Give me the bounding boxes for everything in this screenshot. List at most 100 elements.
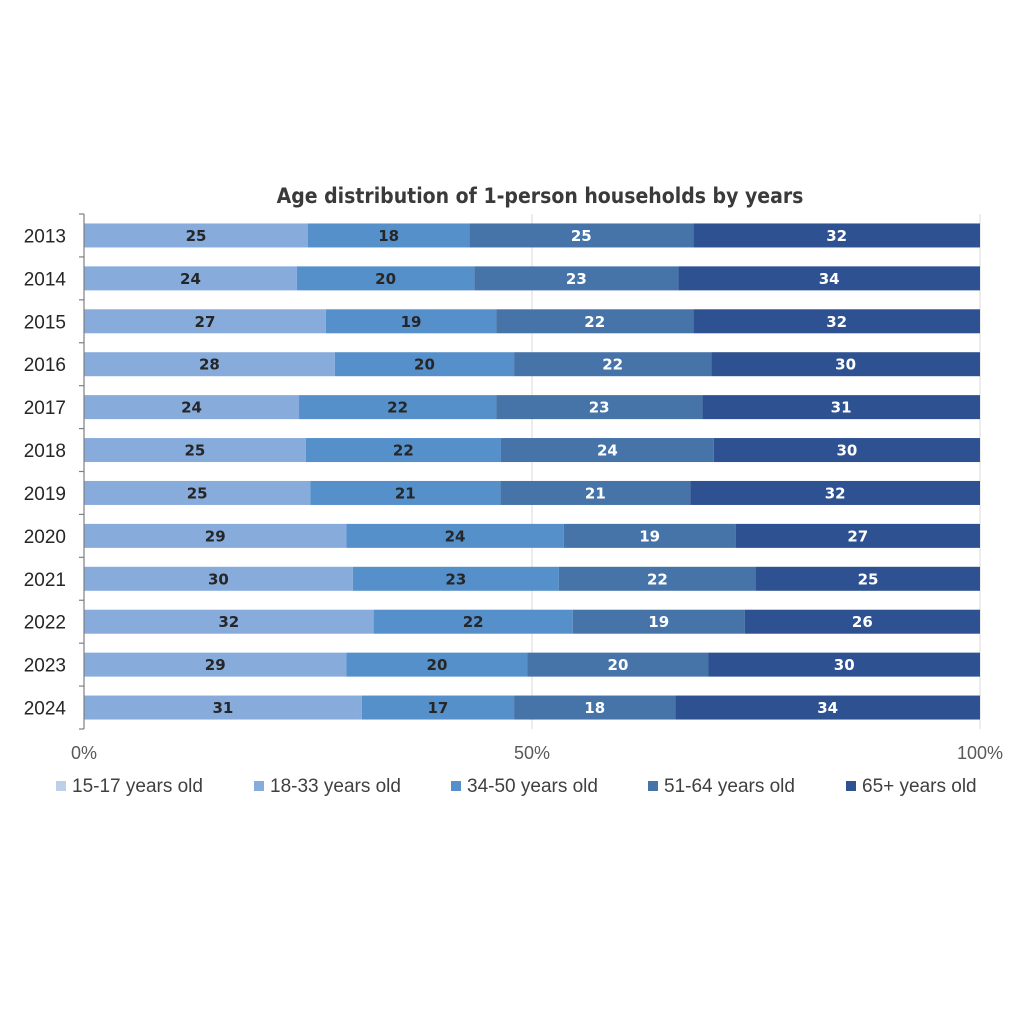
bar-segment (84, 223, 308, 248)
data-label: 24 (180, 270, 201, 288)
bar-segment (693, 223, 980, 248)
data-label: 25 (186, 227, 207, 245)
bar-segment (500, 480, 691, 505)
data-label: 24 (181, 399, 202, 417)
data-label: 27 (847, 527, 868, 545)
category-label: 2016 (24, 355, 66, 376)
bar-segment (299, 395, 497, 420)
gridlines (531, 214, 981, 729)
bar-segment (500, 438, 714, 463)
data-label: 32 (218, 613, 239, 631)
category-label: 2024 (24, 699, 67, 720)
legend: 15-17 years old 18-33 years old 34-50 year… (56, 776, 977, 797)
bar-segment (305, 438, 501, 463)
bar-segment (361, 695, 515, 720)
data-label: 21 (585, 484, 606, 502)
data-label: 22 (387, 399, 408, 417)
bar-segment (572, 609, 745, 634)
data-label: 32 (826, 313, 847, 331)
data-label: 27 (195, 313, 216, 331)
data-label: 29 (205, 656, 226, 674)
data-label: 18 (584, 699, 605, 717)
data-label: 24 (597, 442, 618, 460)
axes: 0% 50% 100%2013201420152016201720182019202… (24, 213, 1003, 763)
data-label: 19 (648, 613, 669, 631)
bar-segment (84, 309, 326, 334)
category-label: 2021 (24, 570, 66, 591)
data-label: 25 (187, 484, 208, 502)
data-label: 30 (208, 570, 229, 588)
data-label: 20 (375, 270, 396, 288)
data-label: 28 (199, 356, 220, 374)
bar-segment (346, 523, 564, 548)
bar-segment (558, 566, 756, 591)
bar-segment (84, 480, 311, 505)
bar-segment (84, 523, 347, 548)
legend-swatch (56, 781, 66, 791)
category-label: 2020 (24, 527, 66, 548)
bar-segment (308, 223, 470, 248)
category-label: 2023 (24, 656, 66, 677)
bar-segment (563, 523, 736, 548)
category-label: 2015 (24, 312, 66, 333)
bar-segment (756, 566, 980, 591)
chart-title: Age distribution of 1-person households … (277, 184, 804, 208)
legend-label: 15-17 years old (72, 776, 203, 797)
bar-segment (84, 352, 335, 377)
data-label: 29 (205, 527, 226, 545)
bar-segment (84, 652, 347, 677)
x-tick-label: 0% (71, 743, 97, 763)
legend-swatch (254, 781, 264, 791)
data-label: 23 (566, 270, 587, 288)
bar-segment (84, 566, 353, 591)
data-label: 25 (571, 227, 592, 245)
bar-segment (352, 566, 559, 591)
category-label: 2017 (24, 398, 66, 419)
bar-segment (496, 309, 694, 334)
legend-label: 18-33 years old (270, 776, 401, 797)
data-label: 34 (819, 270, 840, 288)
bar-segment (84, 438, 306, 463)
data-label: 18 (378, 227, 399, 245)
bar-segment (474, 266, 679, 291)
bar-segment (334, 352, 515, 377)
bar-segment (84, 609, 374, 634)
data-label: 17 (427, 699, 448, 717)
x-tick-label: 100% (957, 743, 1003, 763)
data-label: 26 (852, 613, 873, 631)
data-label: 25 (184, 442, 205, 460)
bar-segment (84, 266, 297, 291)
data-label: 22 (393, 442, 414, 460)
legend-swatch (846, 781, 856, 791)
data-label: 30 (835, 356, 856, 374)
data-label: 31 (212, 699, 233, 717)
bar-segment (678, 266, 980, 291)
data-labels: 25 18 25 32 24 20 23 34 27 19 22 32 28 20 22 30 24 22 23 31… (180, 227, 878, 717)
data-label: 31 (831, 399, 852, 417)
bars (84, 223, 980, 720)
legend-swatch (451, 781, 461, 791)
data-label: 20 (427, 656, 448, 674)
bar-segment (496, 395, 703, 420)
data-label: 19 (639, 527, 660, 545)
bar-segment (346, 652, 528, 677)
data-label: 24 (445, 527, 466, 545)
bar-segment (702, 395, 980, 420)
data-label: 23 (589, 399, 610, 417)
bar-segment (711, 352, 980, 377)
data-label: 23 (445, 570, 466, 588)
bar-segment (713, 438, 980, 463)
data-label: 22 (463, 613, 484, 631)
data-label: 19 (401, 313, 422, 331)
legend-label: 34-50 years old (467, 776, 598, 797)
bar-segment (693, 309, 980, 334)
legend-swatch (648, 781, 658, 791)
category-label: 2014 (24, 269, 67, 290)
bar-segment (84, 695, 362, 720)
data-label: 34 (817, 699, 838, 717)
category-label: 2022 (24, 613, 66, 634)
bar-segment (735, 523, 980, 548)
bar-segment (373, 609, 573, 634)
legend-label: 65+ years old (862, 776, 977, 797)
